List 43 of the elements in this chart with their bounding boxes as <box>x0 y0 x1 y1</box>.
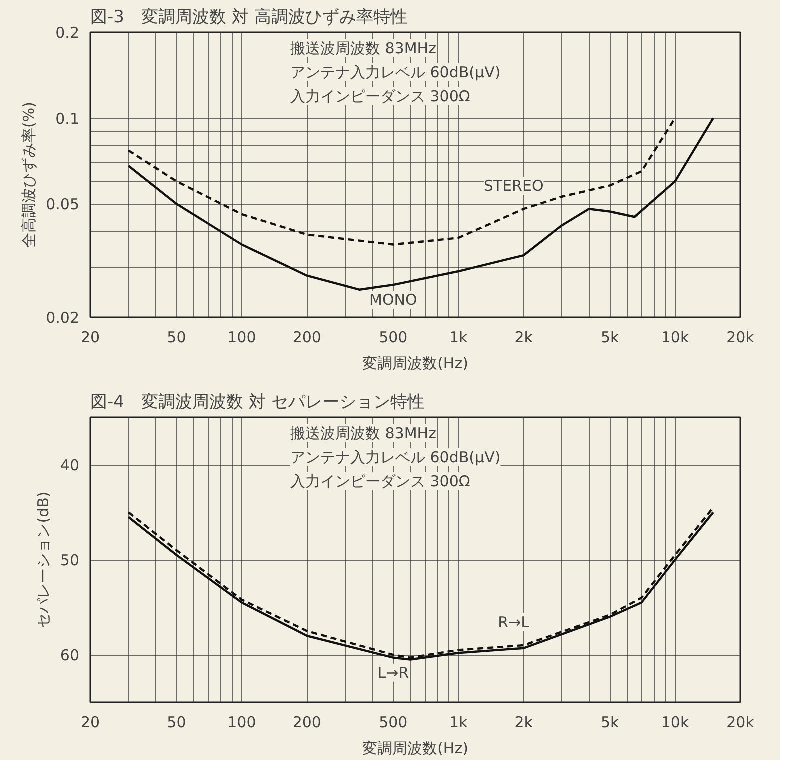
x-tick-label: 2k <box>514 714 534 732</box>
y-tick-label: 0.1 <box>56 110 80 128</box>
x-tick-label: 20 <box>80 328 100 346</box>
x-axis-title: 変調周波数(Hz) <box>362 354 468 372</box>
series-label: STEREO <box>484 177 544 196</box>
x-tick-label: 5k <box>600 328 620 346</box>
x-tick-label: 10k <box>661 328 690 346</box>
x-tick-label: 1k <box>449 328 468 346</box>
y-axis-title: 全高調波ひずみ率(%) <box>20 102 38 248</box>
chart-title: 図-3 変調周波数 対 高調波ひずみ率特性 <box>90 8 408 28</box>
y-tick-label: 60 <box>60 646 80 664</box>
annotation: アンテナ入力レベル 60dB(μV) <box>290 448 501 466</box>
x-tick-label: 20 <box>80 714 100 732</box>
x-tick-label: 2k <box>514 328 534 346</box>
x-axis-title: 変調周波数(Hz) <box>362 740 468 758</box>
annotation: アンテナ入力レベル 60dB(μV) <box>290 64 501 82</box>
x-tick-label: 1k <box>449 714 468 732</box>
x-tick-label: 10k <box>661 714 690 732</box>
x-tick-label: 100 <box>228 714 256 732</box>
x-tick-label: 100 <box>228 328 256 346</box>
x-tick-label: 500 <box>379 714 408 732</box>
series-label: R→L <box>498 614 530 632</box>
x-tick-label: 50 <box>167 714 186 732</box>
x-tick-label: 20k <box>726 328 755 346</box>
y-tick-label: 0.05 <box>46 196 80 214</box>
annotation: 入力インピーダンス 300Ω <box>290 88 470 106</box>
y-tick-label: 0.2 <box>56 24 80 42</box>
chart-title: 図-4 変調波周波数 対 セパレーション特性 <box>90 392 424 412</box>
x-tick-label: 200 <box>292 328 322 346</box>
x-tick-label: 20k <box>726 714 755 732</box>
annotation: 入力インピーダンス 300Ω <box>290 472 470 490</box>
y-tick-label: 50 <box>60 552 80 570</box>
x-tick-label: 200 <box>292 714 322 732</box>
y-tick-label: 0.02 <box>46 309 80 327</box>
y-axis-title: セパレーション(dB) <box>34 492 52 628</box>
series-label: L→R <box>378 664 410 682</box>
x-tick-label: 500 <box>379 328 408 346</box>
x-tick-label: 5k <box>600 714 620 732</box>
y-tick-label: 40 <box>60 456 80 474</box>
annotation: 搬送波周波数 83MHz <box>290 424 437 442</box>
series-label: MONO <box>370 291 418 310</box>
x-tick-label: 50 <box>167 328 186 346</box>
annotation: 搬送波周波数 83MHz <box>290 40 437 58</box>
